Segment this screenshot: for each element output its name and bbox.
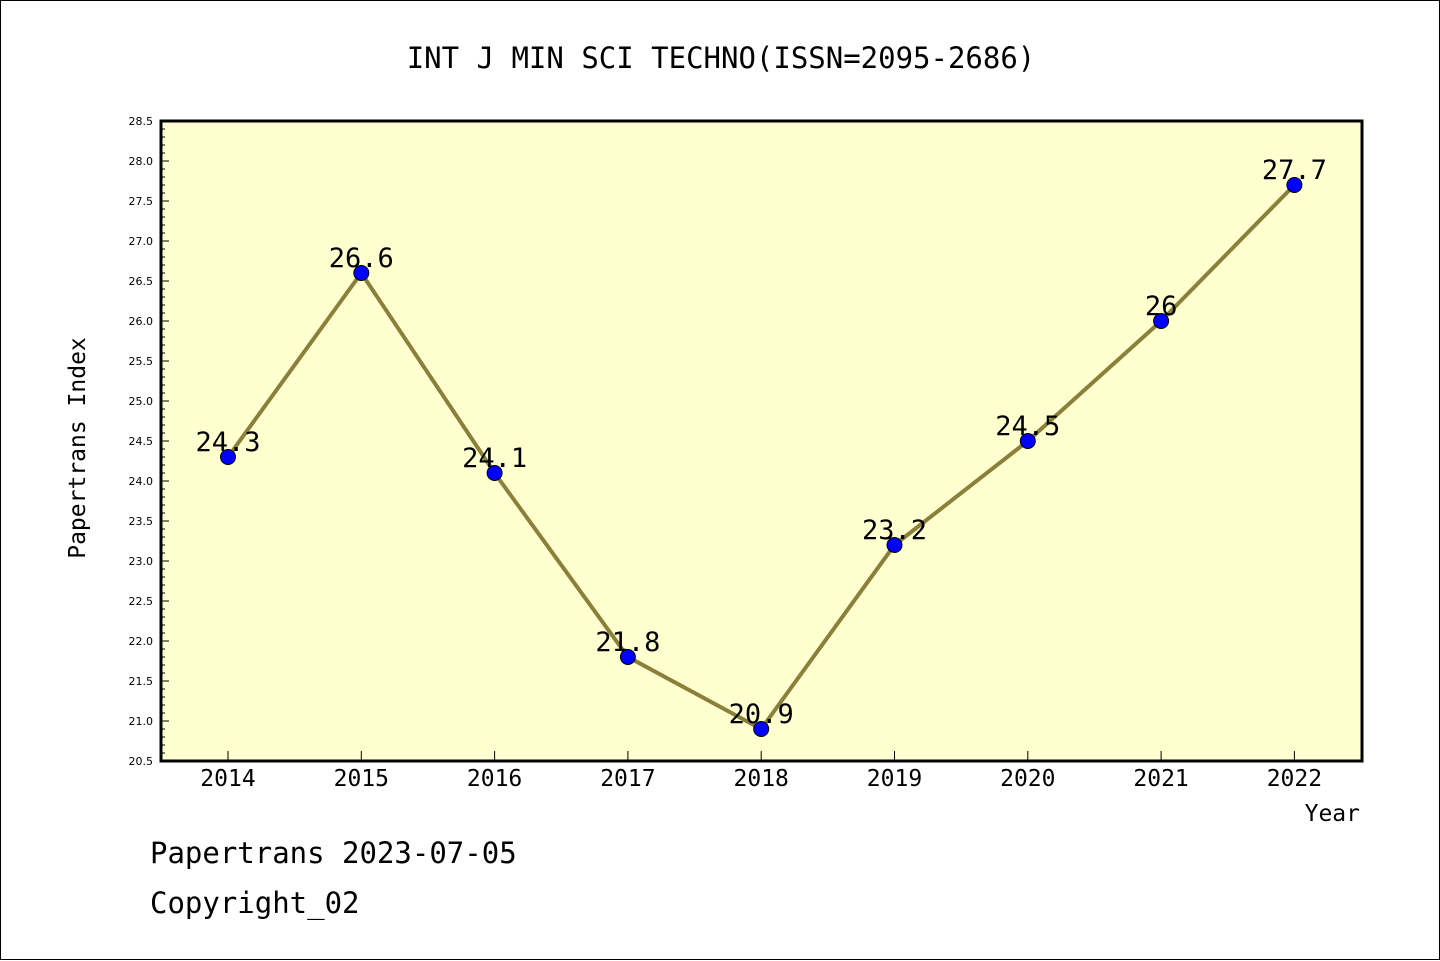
data-label: 26 (1145, 291, 1178, 322)
chart-title: INT J MIN SCI TECHNO(ISSN=2095-2686) (407, 41, 1036, 75)
y-tick-label: 21.0 (129, 715, 154, 728)
data-point (886, 537, 903, 553)
y-tick-label: 20.5 (129, 755, 154, 768)
data-point (1153, 313, 1170, 329)
x-tick-label: 2018 (734, 766, 789, 792)
data-point (1286, 177, 1303, 193)
series-index (220, 177, 1303, 737)
y-tick-label: 26.5 (129, 275, 154, 288)
y-tick-label: 22.0 (129, 635, 154, 648)
x-tick-label: 2014 (200, 766, 255, 792)
x-tick-label: 2016 (467, 766, 522, 792)
data-label: 24.3 (195, 427, 260, 458)
data-point (353, 265, 370, 281)
data-label: 21.8 (595, 627, 660, 658)
data-label: 24.1 (462, 443, 527, 474)
y-tick-label: 25.0 (129, 395, 154, 408)
data-point (753, 721, 770, 737)
y-axis-label: Papertrans Index (65, 337, 91, 559)
x-tick-label: 2019 (867, 766, 922, 792)
source-line: Papertrans 2023-07-05 (150, 836, 517, 870)
data-labels: 24.3 26.6 24.1 21.8 20.9 23.2 24.5 26 27.7 (195, 155, 1326, 730)
y-tick-label: 23.0 (129, 555, 154, 568)
plot-area (159, 119, 1364, 763)
y-tick-label: 26.0 (129, 315, 154, 328)
y-tick-label: 23.5 (129, 515, 154, 528)
x-tick-label: 2020 (1000, 766, 1055, 792)
x-axis-label: Year (1305, 801, 1360, 827)
data-point (619, 649, 636, 665)
copyright-line: Copyright_02 (150, 886, 360, 920)
x-tick-label: 2021 (1133, 766, 1188, 792)
data-point (486, 465, 503, 481)
x-axis: 2014 2015 2016 2017 2018 2019 2020 2021 2022 (200, 751, 1322, 792)
data-label: 24.5 (995, 411, 1060, 442)
y-tick-label: 28.0 (129, 155, 154, 168)
data-point (220, 449, 236, 465)
y-tick-label: 24.0 (129, 475, 154, 488)
x-tick-label: 2022 (1267, 766, 1322, 792)
data-label: 23.2 (862, 515, 927, 546)
y-tick-label: 24.5 (129, 435, 154, 448)
y-tick-label: 22.5 (129, 595, 154, 608)
data-label: 20.9 (729, 699, 794, 730)
y-axis: 20.5 21.0 21.5 22.0 22.5 23.0 23.5 24.0 24.5 25.0… (129, 115, 169, 768)
y-tick-label: 27.5 (129, 195, 154, 208)
data-point (1019, 433, 1036, 449)
data-label: 26.6 (329, 243, 394, 274)
y-tick-label: 28.5 (129, 115, 154, 128)
x-tick-label: 2017 (600, 766, 655, 792)
x-tick-label: 2015 (334, 766, 389, 792)
data-label: 27.7 (1262, 155, 1327, 186)
y-tick-label: 21.5 (129, 675, 154, 688)
y-tick-label: 27.0 (129, 235, 154, 248)
y-tick-label: 25.5 (129, 355, 154, 368)
